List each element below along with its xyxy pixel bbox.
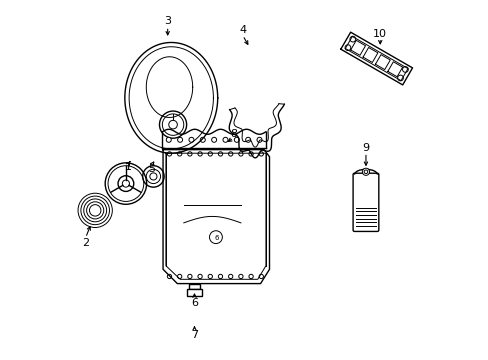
- Text: 6: 6: [214, 235, 219, 241]
- Circle shape: [238, 152, 243, 156]
- Text: 6: 6: [191, 298, 198, 308]
- Text: 4: 4: [239, 25, 246, 35]
- FancyBboxPatch shape: [186, 289, 202, 296]
- Circle shape: [259, 152, 263, 156]
- Circle shape: [402, 67, 407, 72]
- Text: 10: 10: [372, 28, 386, 39]
- Circle shape: [208, 152, 212, 156]
- Circle shape: [198, 152, 202, 156]
- Circle shape: [167, 274, 171, 279]
- Circle shape: [349, 36, 355, 42]
- Circle shape: [218, 274, 222, 279]
- Circle shape: [177, 137, 182, 142]
- FancyBboxPatch shape: [352, 173, 378, 231]
- Circle shape: [345, 45, 350, 50]
- Circle shape: [234, 137, 239, 142]
- Text: 8: 8: [230, 129, 237, 139]
- Circle shape: [167, 152, 171, 156]
- Circle shape: [364, 170, 367, 174]
- Circle shape: [218, 152, 222, 156]
- Circle shape: [166, 137, 171, 142]
- Circle shape: [198, 274, 202, 279]
- Circle shape: [187, 152, 192, 156]
- Circle shape: [228, 274, 232, 279]
- Circle shape: [188, 137, 194, 142]
- Circle shape: [223, 137, 227, 142]
- Circle shape: [208, 274, 212, 279]
- Circle shape: [248, 274, 253, 279]
- Circle shape: [177, 152, 182, 156]
- Text: 2: 2: [82, 238, 89, 248]
- Circle shape: [259, 274, 263, 279]
- Circle shape: [187, 274, 192, 279]
- Circle shape: [257, 137, 262, 142]
- Circle shape: [397, 75, 403, 81]
- Circle shape: [238, 274, 243, 279]
- Circle shape: [200, 137, 205, 142]
- Text: 7: 7: [190, 330, 198, 341]
- Text: 1: 1: [124, 162, 132, 172]
- Circle shape: [362, 168, 369, 175]
- Text: 5: 5: [148, 164, 155, 174]
- Circle shape: [211, 137, 216, 142]
- Circle shape: [149, 173, 157, 180]
- Circle shape: [245, 137, 250, 142]
- Text: 3: 3: [164, 16, 171, 26]
- Circle shape: [177, 274, 182, 279]
- Circle shape: [228, 152, 232, 156]
- Text: 9: 9: [362, 143, 369, 153]
- Circle shape: [122, 180, 129, 187]
- Circle shape: [248, 152, 253, 156]
- FancyBboxPatch shape: [189, 284, 200, 289]
